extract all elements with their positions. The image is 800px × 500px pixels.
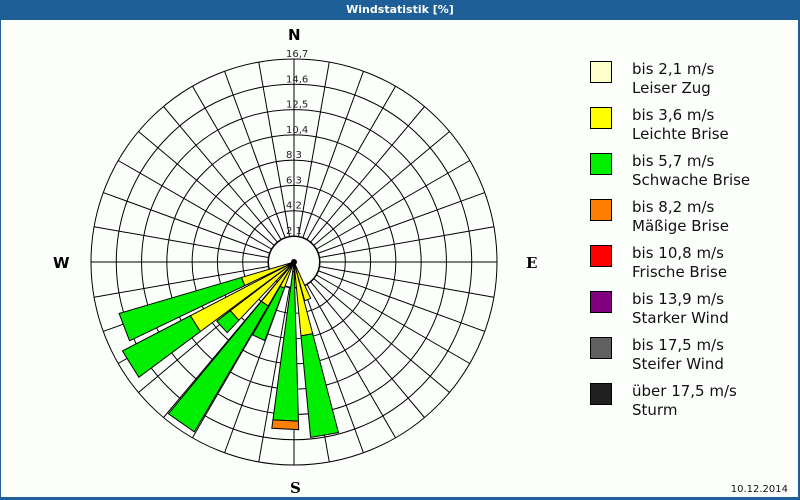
wind-rose-chart: 2,1 4,2 6,3 8,3 10,4 12,5 14,6 16,7 xyxy=(90,49,498,466)
legend-swatch xyxy=(590,245,612,267)
legend-item: bis 5,7 m/s Schwache Brise xyxy=(590,132,800,189)
legend-name: Leichte Brise xyxy=(632,125,729,143)
radial-tick-label: 14,6 xyxy=(286,74,308,85)
legend-range: über 17,5 m/s xyxy=(632,382,737,400)
radial-tick-labels: 2,1 4,2 6,3 8,3 10,4 12,5 14,6 16,7 xyxy=(286,49,308,237)
radial-tick-label: 6,3 xyxy=(286,175,302,186)
petals xyxy=(118,259,340,439)
legend-range: bis 13,9 m/s xyxy=(632,290,724,308)
petal-segment xyxy=(216,310,240,334)
petal-segment xyxy=(118,276,246,342)
compass-west: W xyxy=(53,254,70,272)
legend-swatch xyxy=(590,337,612,359)
legend-name: Mäßige Brise xyxy=(632,217,729,235)
legend-name: Steifer Wind xyxy=(632,355,724,373)
radial-tick-label: 16,7 xyxy=(286,49,308,60)
radial-tick-label: 8,3 xyxy=(286,150,302,161)
petal-segment xyxy=(271,419,300,431)
compass-east: E xyxy=(526,254,538,272)
legend-name: Sturm xyxy=(632,401,678,419)
legend-swatch xyxy=(590,291,612,313)
legend-item: bis 10,8 m/s Frische Brise xyxy=(590,224,800,281)
legend-range: bis 2,1 m/s xyxy=(632,60,715,78)
date-label: 10.12.2014 xyxy=(730,484,788,495)
legend-item: bis 3,6 m/s Leichte Brise xyxy=(590,86,800,143)
legend-item: bis 2,1 m/s Leiser Zug xyxy=(590,40,800,97)
legend-swatch xyxy=(590,383,612,405)
legend-item: über 17,5 m/s Sturm xyxy=(590,362,800,419)
legend-item: bis 13,9 m/s Starker Wind xyxy=(590,270,800,327)
legend-swatch xyxy=(590,199,612,221)
legend-swatch xyxy=(590,153,612,175)
petal-segment xyxy=(300,333,340,439)
legend-range: bis 10,8 m/s xyxy=(632,244,724,262)
window-title: Windstatistik [%] xyxy=(0,0,800,20)
legend-name: Frische Brise xyxy=(632,263,728,281)
legend-range: bis 8,2 m/s xyxy=(632,198,715,216)
radial-tick-label: 12,5 xyxy=(286,100,308,111)
legend-item: bis 17,5 m/s Steifer Wind xyxy=(590,316,800,373)
radial-tick-label: 2,1 xyxy=(286,226,302,237)
legend-item: bis 8,2 m/s Mäßige Brise xyxy=(590,178,800,235)
legend-range: bis 17,5 m/s xyxy=(632,336,724,354)
legend-name: Schwache Brise xyxy=(632,171,751,189)
legend-swatch xyxy=(590,61,612,83)
legend-range: bis 5,7 m/s xyxy=(632,152,715,170)
petal-segment xyxy=(121,315,201,378)
legend-swatch xyxy=(590,107,612,129)
radial-tick-label: 4,2 xyxy=(286,201,302,212)
compass-south: S xyxy=(290,479,301,497)
petal-segment xyxy=(251,285,285,342)
petal-segment xyxy=(167,300,269,433)
legend-name: Leiser Zug xyxy=(632,79,711,97)
chart-panel: 2,1 4,2 6,3 8,3 10,4 12,5 14,6 16,7 N E S W bis… xyxy=(1,20,798,497)
compass-north: N xyxy=(288,26,301,44)
radial-tick-label: 10,4 xyxy=(286,125,308,136)
legend-name: Starker Wind xyxy=(632,309,729,327)
legend-range: bis 3,6 m/s xyxy=(632,106,715,124)
